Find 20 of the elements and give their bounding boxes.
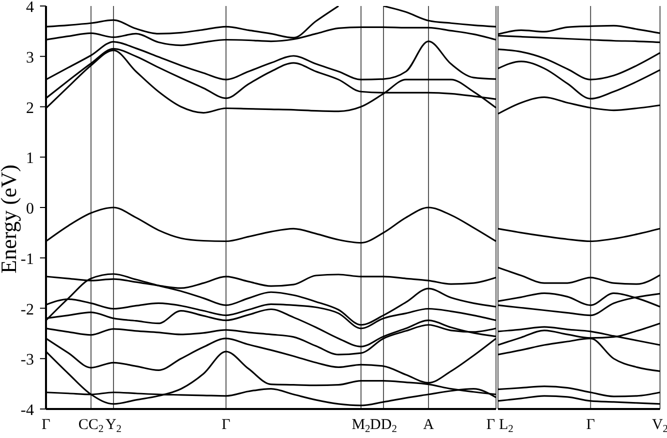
x-tick-label: L$_{2}$ <box>499 417 514 436</box>
y-tick-label: 3 <box>26 49 34 66</box>
x-tick-label: A <box>423 417 434 433</box>
y-tick-label: -3 <box>20 352 34 369</box>
x-tick-label: Γ <box>486 417 496 433</box>
y-tick-label: -4 <box>20 402 34 419</box>
x-tick-label: M$_{2}$ <box>352 417 370 436</box>
x-tick-label: CC$_{2}$ <box>78 417 104 436</box>
x-tick-label: Γ <box>222 417 231 433</box>
x-tick-label: DD$_{2}$ <box>370 417 397 436</box>
y-tick-label: 2 <box>26 100 34 117</box>
y-tick-label: 4 <box>26 0 34 16</box>
x-tick-label: Γ <box>42 417 51 433</box>
y-tick-label: -2 <box>20 301 34 318</box>
y-tick-label: 0 <box>26 200 34 218</box>
y-axis-title: Energy (eV) <box>0 164 21 274</box>
x-tick-label: Y$_{2}$ <box>105 417 122 436</box>
y-tick-label: -1 <box>20 250 34 268</box>
x-tick-label: Γ <box>586 417 596 433</box>
y-tick-label: 1 <box>26 150 34 168</box>
